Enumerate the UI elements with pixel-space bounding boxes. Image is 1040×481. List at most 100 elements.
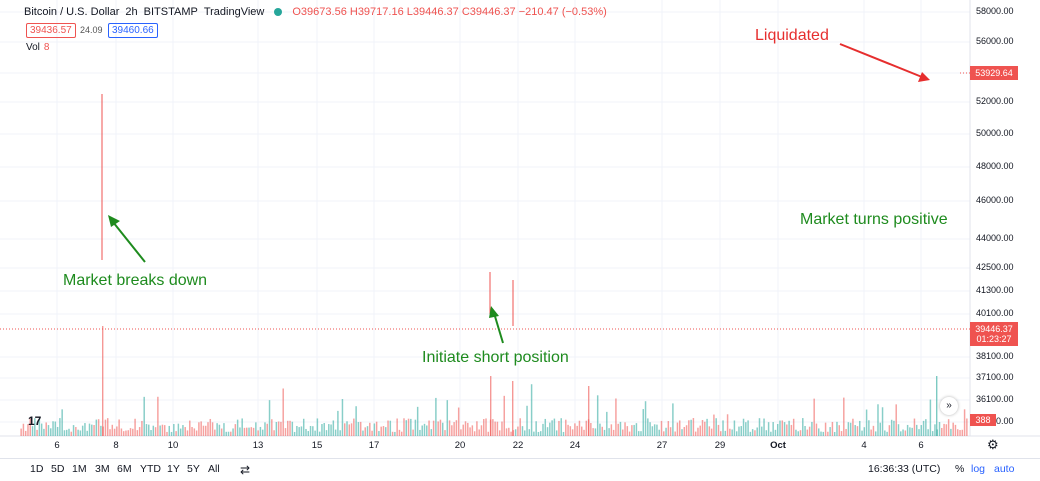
volume-bar — [619, 421, 622, 436]
range-1y[interactable]: 1Y — [167, 463, 180, 475]
auto-toggle[interactable]: auto — [994, 463, 1015, 475]
volume-bar — [182, 425, 184, 436]
scroll-right-icon[interactable]: » — [940, 397, 958, 415]
volume-bar — [157, 396, 159, 436]
volume-bar — [663, 431, 665, 436]
percent-toggle[interactable]: % — [955, 463, 965, 475]
volume-bar — [911, 427, 913, 436]
log-toggle[interactable]: log — [971, 463, 986, 475]
volume-bar — [141, 420, 143, 436]
volume-bar — [246, 427, 248, 436]
volume-bar — [938, 422, 941, 436]
volume-bar — [300, 426, 303, 436]
range-6m[interactable]: 6M — [117, 463, 132, 475]
range-ytd[interactable]: YTD — [140, 463, 161, 475]
volume-bar — [783, 422, 786, 436]
volume-bar — [31, 426, 34, 436]
sell-price-button[interactable]: 39436.57 — [26, 23, 76, 38]
range-all[interactable]: All — [208, 463, 220, 475]
volume-bar — [528, 429, 531, 436]
volume-bar — [63, 430, 66, 436]
volume-bar — [209, 418, 212, 436]
volume-bar — [451, 425, 453, 436]
volume-bar — [498, 430, 501, 436]
volume-bar — [389, 420, 392, 436]
volume-bar — [909, 427, 911, 436]
volume-bar — [915, 424, 918, 436]
range-1d[interactable]: 1D — [30, 463, 44, 475]
gear-icon[interactable]: ⚙ — [987, 437, 999, 452]
volume-bar — [827, 431, 829, 436]
volume-bar — [925, 419, 927, 436]
volume-bar — [483, 419, 485, 436]
compare-icon[interactable]: ⇄ — [240, 463, 251, 477]
volume-bar — [88, 423, 91, 436]
volume-bar — [252, 427, 255, 436]
volume-bar — [357, 422, 360, 436]
volume-bar — [904, 430, 907, 436]
volume-bar — [895, 404, 897, 436]
range-1m[interactable]: 1M — [72, 463, 87, 475]
volume-bar — [314, 430, 316, 436]
volume-bar — [692, 418, 695, 436]
volume-bar — [321, 424, 323, 436]
volume-bar — [795, 429, 797, 436]
volume-bar — [214, 429, 216, 436]
price-tick-label: 58000.00 — [976, 6, 1014, 16]
volume-bar — [945, 424, 948, 436]
volume-bar — [100, 425, 102, 436]
volume-spike — [512, 381, 514, 436]
annotation-short: Initiate short position — [422, 349, 569, 366]
volume-bar — [519, 418, 521, 436]
volume-bar — [856, 426, 859, 436]
volume-bar — [95, 419, 98, 436]
volume-bar — [565, 419, 567, 436]
volume-bar — [665, 427, 667, 436]
volume-bar — [207, 422, 209, 436]
clock[interactable]: 16:36:33 (UTC) — [868, 463, 941, 475]
volume-bar — [47, 425, 50, 436]
volume-bar — [289, 420, 291, 436]
volume-bar — [913, 418, 916, 436]
volume-bar — [863, 427, 866, 436]
volume-bar — [79, 430, 82, 436]
range-5d[interactable]: 5D — [51, 463, 65, 475]
volume-bar — [473, 431, 476, 436]
tradingview-logo-icon[interactable]: 17 — [28, 414, 42, 428]
candles — [101, 94, 514, 326]
volume-bar — [148, 424, 150, 436]
volume-bar — [328, 424, 330, 436]
market-status-icon — [274, 8, 283, 16]
volume-bar — [34, 418, 36, 436]
volume-bar — [637, 431, 640, 436]
volume-spike — [102, 326, 104, 436]
volume-bar — [243, 427, 246, 436]
volume-bar — [68, 428, 70, 436]
volume-bar — [236, 419, 239, 436]
volume-bar — [444, 430, 446, 436]
volume-bar — [227, 431, 230, 436]
volume-bar — [20, 428, 22, 436]
volume-legend[interactable]: Vol 8 — [26, 42, 49, 53]
range-3m[interactable]: 3M — [95, 463, 110, 475]
volume-bar — [273, 430, 275, 436]
volume-bar — [22, 423, 25, 436]
volume-bar — [852, 418, 854, 436]
volume-bar — [530, 384, 533, 436]
volume-bar — [738, 426, 740, 436]
volume-bar — [86, 430, 88, 436]
buy-price-button[interactable]: 39460.66 — [108, 23, 158, 38]
volume-bars — [20, 326, 968, 436]
volume-bar — [508, 427, 510, 436]
volume-bar — [91, 424, 93, 436]
volume-bar — [792, 418, 795, 436]
range-5y[interactable]: 5Y — [187, 463, 200, 475]
volume-bar — [526, 405, 528, 436]
volume-bar — [225, 431, 227, 436]
time-tick-label: Oct — [770, 440, 786, 451]
volume-bar — [230, 431, 232, 436]
symbol-legend[interactable]: Bitcoin / U.S. Dollar 2h BITSTAMP Tradin… — [24, 6, 607, 18]
volume-bar — [145, 424, 148, 436]
volume-bar — [396, 418, 398, 436]
